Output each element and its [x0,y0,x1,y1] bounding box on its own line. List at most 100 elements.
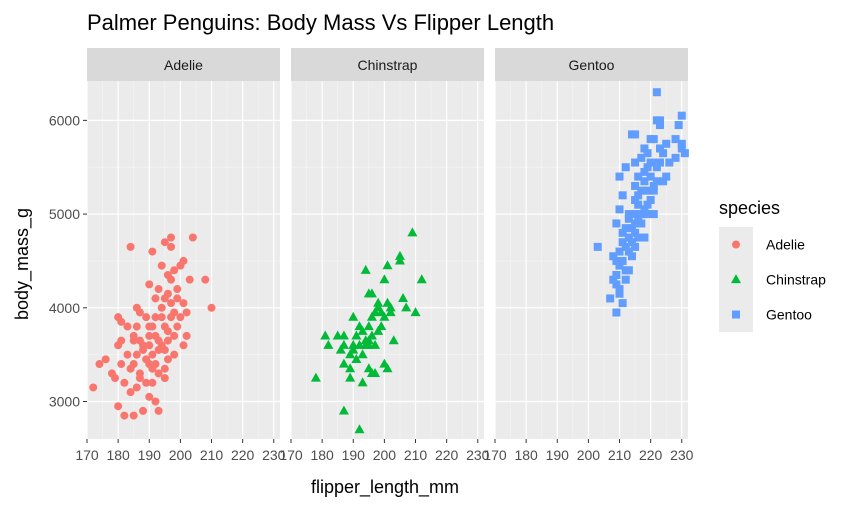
data-point-adelie [129,411,138,420]
data-point-gentoo [665,158,674,167]
data-point-adelie [139,406,148,415]
data-point-chinstrap [401,302,412,312]
data-point-chinstrap [385,307,396,317]
data-point-chinstrap [376,321,387,331]
data-point-adelie [157,303,166,312]
data-point-gentoo [606,294,615,303]
data-point-gentoo [677,111,686,120]
x-tick-label: 230 [670,447,694,463]
data-point-gentoo [640,205,649,214]
legend-label: Adelie [766,237,805,253]
data-point-chinstrap [382,363,393,373]
data-point-adelie [132,383,141,392]
data-point-chinstrap [388,335,399,345]
data-point-adelie [120,411,129,420]
data-point-gentoo [627,224,636,233]
data-point-adelie [157,313,166,322]
data-point-chinstrap [379,311,390,321]
data-point-adelie [173,322,182,331]
data-point-adelie [117,317,126,326]
data-point-chinstrap [357,325,368,335]
data-point-gentoo [615,205,624,214]
data-point-gentoo [618,228,627,237]
data-point-chinstrap [345,349,356,359]
facet-strip [495,48,688,81]
data-point-adelie [148,350,157,359]
data-point-gentoo [631,228,640,237]
data-point-adelie [170,308,179,317]
data-point-gentoo [634,233,643,242]
data-point-gentoo [652,177,661,186]
data-point-adelie [167,299,176,308]
data-point-gentoo [659,177,668,186]
x-axis: 170 180 190 200 210 220 230 [75,439,286,463]
legend-title: species [719,198,780,218]
data-point-adelie [117,360,126,369]
data-point-adelie [101,355,110,364]
data-point-adelie [167,275,176,284]
data-point-gentoo [612,256,621,265]
data-point-gentoo [655,158,664,167]
data-point-gentoo [677,139,686,148]
data-point-gentoo [631,242,640,251]
x-axis: 170 180 190 200 210 220 230 [483,439,694,463]
x-tick-label: 210 [608,447,632,463]
data-point-gentoo [621,224,630,233]
data-point-gentoo [612,308,621,317]
data-point-adelie [132,350,141,359]
data-point-gentoo [612,219,621,228]
data-point-gentoo [634,191,643,200]
data-point-adelie [151,360,160,369]
facet-panel-adelie: Adelie 170 180 190 200 210 220 230 3000 4000 5000 6… [49,48,286,463]
data-point-gentoo [655,116,664,125]
data-point-gentoo [631,219,640,228]
data-point-gentoo [649,181,658,190]
data-point-adelie [126,242,135,251]
data-point-gentoo [631,196,640,205]
x-tick-label: 170 [483,447,507,463]
facet-strip-label: Adelie [164,57,203,73]
data-point-gentoo [618,238,627,247]
data-point-chinstrap [351,353,362,363]
panel-background [495,81,688,439]
data-point-adelie [148,247,157,256]
data-point-chinstrap [382,260,393,270]
data-point-adelie [182,331,191,340]
data-point-chinstrap [345,363,356,373]
data-point-adelie [179,299,188,308]
data-point-adelie [145,341,154,350]
x-tick-label: 200 [577,447,601,463]
x-tick-label: 200 [373,447,397,463]
facet-strip [291,48,484,81]
data-point-chinstrap [357,349,368,359]
data-point-gentoo [615,289,624,298]
legend-entry-chinstrap: Chinstrap [719,262,826,297]
legend-key-symbol [732,310,740,319]
x-tick-label: 180 [106,447,130,463]
data-point-chinstrap [385,302,396,312]
data-point-adelie [173,294,182,303]
data-point-adelie [179,341,188,350]
data-point-adelie [163,336,172,345]
data-point-gentoo [671,153,680,162]
data-point-adelie [207,303,216,312]
legend: species Adelie Chinstrap Gentoo [719,198,826,332]
data-point-gentoo [643,186,652,195]
data-point-chinstrap [338,330,349,340]
data-point-adelie [154,285,163,294]
data-point-adelie [185,275,194,284]
x-axis-title: flipper_length_mm [311,477,459,498]
data-point-adelie [167,242,176,251]
legend-key-symbol [731,274,741,284]
data-point-chinstrap [363,335,374,345]
data-point-adelie [160,364,169,373]
data-point-chinstrap [373,297,384,307]
data-point-gentoo [609,252,618,261]
data-point-adelie [135,308,144,317]
legend-label: Gentoo [766,307,812,323]
data-point-adelie [170,266,179,275]
x-tick-label: 190 [138,447,162,463]
data-point-adelie [120,378,129,387]
data-point-adelie [139,345,148,354]
data-point-chinstrap [398,293,409,303]
